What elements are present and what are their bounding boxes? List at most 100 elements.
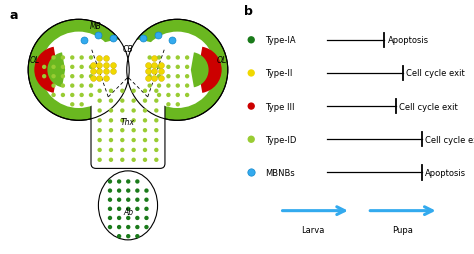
Point (130, 148, 137, 152)
Point (153, 89, 160, 93)
Point (102, 77, 110, 81)
Point (125, 180, 132, 184)
Point (125, 216, 132, 220)
Point (125, 189, 132, 193)
Point (96, 70, 103, 74)
Point (146, 84, 154, 88)
Point (134, 189, 141, 193)
Wedge shape (198, 47, 222, 93)
Point (96, 77, 103, 81)
Point (143, 189, 150, 193)
Point (174, 66, 182, 70)
Point (164, 75, 172, 79)
Point (118, 148, 126, 152)
Point (130, 89, 137, 93)
Point (151, 70, 158, 74)
Point (143, 225, 150, 229)
Point (164, 84, 172, 88)
Point (96, 57, 103, 61)
Point (59, 93, 67, 98)
Circle shape (40, 33, 117, 109)
Point (157, 70, 165, 74)
Point (107, 158, 115, 162)
Point (106, 207, 114, 211)
Point (50, 84, 57, 88)
Point (87, 66, 95, 70)
Point (102, 63, 110, 67)
Point (106, 180, 114, 184)
Point (68, 103, 76, 107)
Point (146, 56, 154, 60)
Point (144, 77, 152, 81)
Point (125, 207, 132, 211)
Point (155, 93, 163, 98)
Point (118, 119, 126, 123)
Point (59, 66, 67, 70)
Point (68, 75, 76, 79)
Point (78, 56, 85, 60)
Point (40, 75, 48, 79)
Point (141, 109, 149, 113)
Point (169, 39, 176, 43)
Point (115, 234, 123, 238)
Point (183, 93, 191, 98)
Point (183, 84, 191, 88)
Text: Thx: Thx (121, 118, 135, 126)
Point (118, 109, 126, 113)
Point (174, 56, 182, 60)
Point (141, 138, 149, 142)
Point (155, 56, 163, 60)
Point (183, 56, 191, 60)
Text: Ab: Ab (123, 207, 133, 216)
Point (130, 99, 137, 103)
Text: Apoptosis: Apoptosis (426, 168, 466, 177)
Point (125, 234, 132, 238)
Text: Type III: Type III (265, 102, 295, 111)
Point (118, 89, 126, 93)
Point (107, 148, 115, 152)
Text: Pupa: Pupa (392, 225, 413, 234)
Point (78, 66, 85, 70)
Point (153, 129, 160, 133)
Point (141, 99, 149, 103)
Point (141, 129, 149, 133)
Point (143, 207, 150, 211)
Point (78, 75, 85, 79)
Point (68, 66, 76, 70)
Point (50, 93, 57, 98)
Point (106, 216, 114, 220)
Point (247, 105, 255, 109)
Ellipse shape (99, 171, 157, 240)
Point (157, 77, 165, 81)
Point (78, 93, 85, 98)
Text: MB: MB (90, 22, 102, 31)
Point (141, 89, 149, 93)
Text: OL: OL (29, 56, 39, 65)
Text: CB: CB (123, 45, 133, 54)
Point (146, 75, 154, 79)
Point (134, 216, 141, 220)
Point (96, 158, 103, 162)
Wedge shape (34, 47, 58, 93)
Point (107, 89, 115, 93)
Point (247, 72, 255, 76)
Point (153, 99, 160, 103)
Point (134, 198, 141, 202)
Point (96, 63, 103, 67)
Point (141, 119, 149, 123)
Text: Type-II: Type-II (265, 69, 293, 78)
Point (102, 70, 110, 74)
Point (130, 109, 137, 113)
Point (118, 99, 126, 103)
Point (139, 37, 146, 41)
Point (78, 84, 85, 88)
Point (183, 75, 191, 79)
Point (87, 84, 95, 88)
Point (143, 216, 150, 220)
Point (115, 225, 123, 229)
Point (95, 34, 102, 38)
Point (155, 75, 163, 79)
Point (164, 93, 172, 98)
Point (130, 119, 137, 123)
Ellipse shape (76, 40, 180, 101)
